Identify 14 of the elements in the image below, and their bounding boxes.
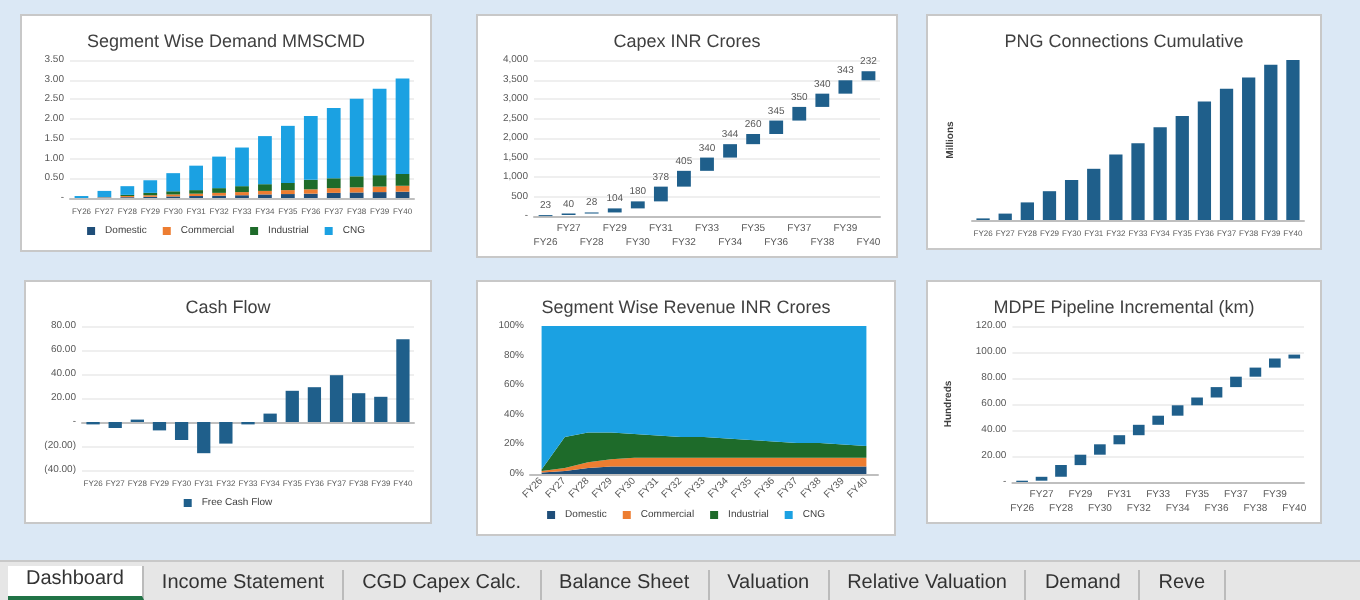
chart-title: Segment Wise Demand MMSCMD [86, 31, 367, 51]
chart-title: Segment Wise Revenue INR Crores [541, 297, 832, 317]
text: CGD Capex Calc. [344, 570, 542, 600]
text: Relative Valuation [829, 570, 1027, 600]
chart-title: PNG Connections Cumulative [1004, 31, 1244, 51]
chart-title: Cash Flow [185, 297, 272, 317]
chart-title: MDPE Pipeline Incremental (km) [993, 297, 1255, 317]
text: Demand [1026, 570, 1141, 600]
text: Dashboard [8, 566, 144, 600]
text: Balance Sheet [541, 570, 710, 600]
text: Income Statement [143, 570, 345, 600]
text: Reve [1140, 570, 1226, 600]
text: Valuation [709, 570, 830, 600]
chart-title: Capex INR Crores [613, 31, 762, 51]
